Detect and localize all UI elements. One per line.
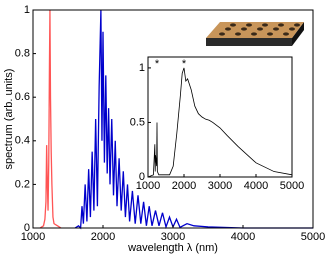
data-line <box>39 9 62 229</box>
data-line <box>147 67 293 178</box>
annotation: * <box>155 58 160 70</box>
x-tick-label: 4000 <box>244 180 268 192</box>
x-tick-label: 3000 <box>208 180 232 192</box>
y-tick-label: 0.5 <box>130 116 145 128</box>
y-tick-label: 0 <box>139 171 145 183</box>
x-tick-label: 2000 <box>172 180 196 192</box>
inset-background <box>148 57 292 177</box>
x-axis-label: wavelength λ (nm) <box>127 242 218 254</box>
y-axis-label: spectrum (arb. units) <box>3 69 15 170</box>
x-tick-label: 4000 <box>231 231 255 243</box>
x-tick-label: 2000 <box>91 231 115 243</box>
annotation: * <box>182 58 187 70</box>
x-tick-label: 1000 <box>21 231 45 243</box>
y-tick-label: 0.8 <box>15 48 30 60</box>
y-tick-label: 0.4 <box>15 135 30 147</box>
y-tick-label: 1 <box>24 4 30 16</box>
data-line <box>74 9 313 230</box>
y-tick-label: 1 <box>139 62 145 74</box>
x-tick-label: 5000 <box>301 231 325 243</box>
x-tick-label: 3000 <box>161 231 185 243</box>
y-tick-label: 0.2 <box>15 178 30 190</box>
x-tick-label: 1000 <box>136 180 160 192</box>
y-tick-label: 0.6 <box>15 91 30 103</box>
y-tick-label: 0 <box>24 222 30 234</box>
sample-illustration <box>206 22 304 46</box>
x-tick-label: 5000 <box>280 180 304 192</box>
